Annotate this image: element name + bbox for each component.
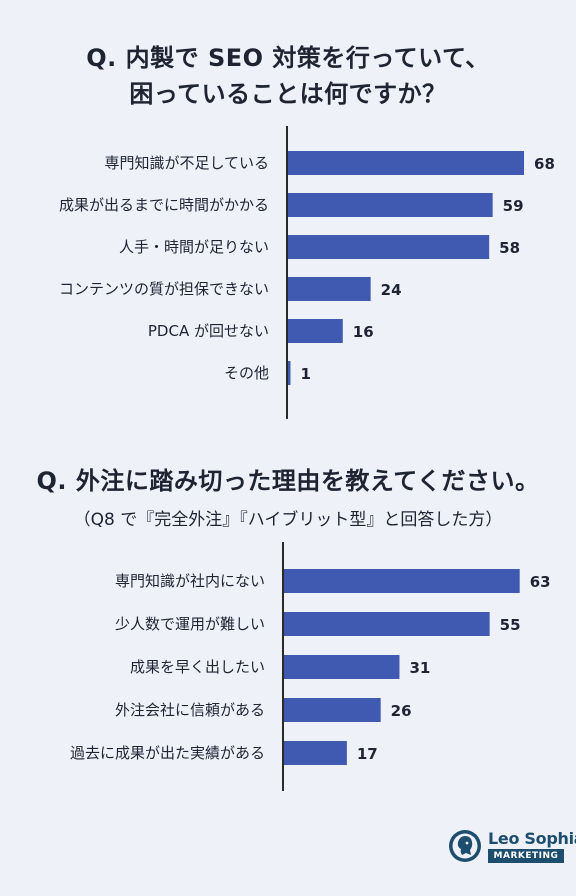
- value-label: 55: [500, 616, 521, 634]
- value-label: 16: [353, 323, 374, 341]
- category-label: PDCA が回せない: [148, 322, 269, 340]
- chart1: 専門知識が不足している 68 成果が出るまでに時間がかかる 59 人手・時間が足りない 5…: [0, 120, 576, 423]
- value-label: 59: [503, 197, 524, 215]
- category-label: 成果を早く出したい: [130, 658, 265, 676]
- chart2-svg: 専門知識が社内にない 63 少人数で運用が難しい 55 成果を早く出したい 31 外注会社に…: [70, 542, 551, 791]
- category-label: 専門知識が不足している: [104, 154, 269, 172]
- chart1-svg: 専門知識が不足している 68 成果が出るまでに時間がかかる 59 人手・時間が足りない 5…: [59, 126, 555, 419]
- bar: [287, 193, 493, 217]
- bar: [287, 151, 525, 175]
- chart2-subtitle: （Q8 で『完全外注』『ハイブリット型』と回答した方）: [73, 510, 503, 530]
- value-label: 63: [530, 573, 551, 591]
- value-label: 24: [381, 281, 402, 299]
- category-label: コンテンツの質が担保できない: [59, 280, 269, 298]
- brand-name: Leo Sophia: [488, 829, 576, 848]
- bar: [287, 319, 343, 343]
- value-label: 1: [300, 365, 310, 383]
- bar: [283, 698, 381, 722]
- chart1-title-line2: 困っていることは何ですか？: [129, 80, 447, 108]
- brand-tagline: MARKETING: [488, 849, 564, 863]
- bar: [283, 569, 520, 593]
- bar: [287, 277, 371, 301]
- category-label: 外注会社に信頼がある: [115, 701, 265, 719]
- bar: [283, 612, 490, 636]
- category-label: 少人数で運用が難しい: [115, 615, 265, 633]
- brand-logo: Leo Sophia MARKETING: [447, 828, 576, 868]
- category-label: 成果が出るまでに時間がかかる: [59, 196, 269, 214]
- category-label: 人手・時間が足りない: [119, 238, 269, 256]
- category-label: 専門知識が社内にない: [115, 572, 265, 590]
- value-label: 58: [499, 239, 520, 257]
- lion-head-icon: [449, 830, 481, 862]
- bar: [287, 235, 490, 259]
- category-label: 過去に成果が出た実績がある: [70, 744, 265, 762]
- chart1-title-line1: Q. 内製で SEO 対策を行っていて、: [86, 44, 490, 72]
- category-label: その他: [224, 364, 269, 382]
- value-label: 17: [357, 745, 378, 763]
- bar: [287, 361, 291, 385]
- chart2: 専門知識が社内にない 63 少人数で運用が難しい 55 成果を早く出したい 31 外注会社に…: [0, 540, 576, 795]
- bar: [283, 655, 400, 679]
- value-label: 31: [409, 659, 430, 677]
- bar: [283, 741, 347, 765]
- value-label: 26: [391, 702, 412, 720]
- value-label: 68: [534, 155, 555, 173]
- chart2-title: Q. 外注に踏み切った理由を教えてください。: [36, 467, 540, 495]
